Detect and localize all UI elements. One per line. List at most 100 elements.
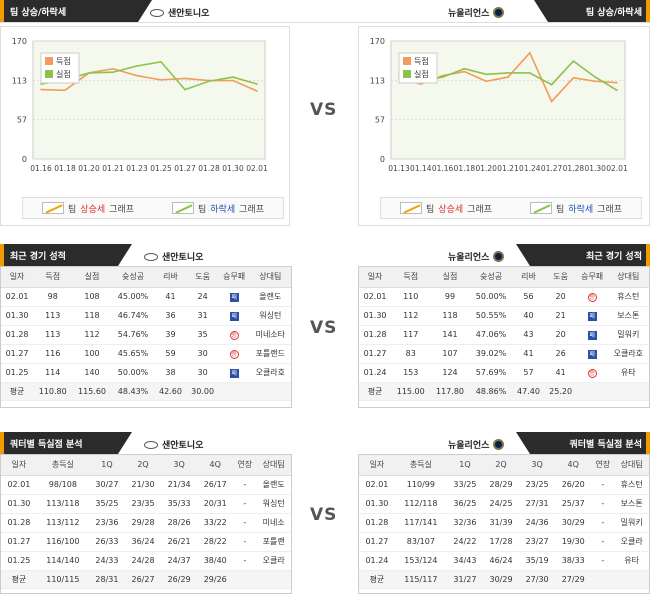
table-row: 01.30 113/118 35/25 23/35 35/33 20/31- 워싱턴 xyxy=(1,494,291,514)
x-tick-label: 01.21 xyxy=(497,164,519,173)
column-header: 일자 xyxy=(359,267,392,288)
data-point xyxy=(184,88,186,91)
column-header: 일자 xyxy=(1,455,37,476)
table-cell: 01.24 xyxy=(359,551,395,571)
table-cell: 28/26 xyxy=(161,513,198,533)
average-row: 평균 115.00 117.80 48.86% 47.40 25.20 xyxy=(359,382,649,401)
table-row: 01.27 83/107 24/22 17/28 23/27 19/30- 오클라 xyxy=(359,532,649,552)
trend-legend-right: 팀 상승세 그래프 팀 하락세 그래프 xyxy=(380,197,642,219)
average-row: 평균 115/117 31/27 30/29 27/30 27/29 xyxy=(359,570,649,589)
table-row: 01.27 83 107 39.02% 41 26 패 오클라호 xyxy=(359,344,649,364)
table-cell: 124 xyxy=(430,363,470,383)
table-row: 01.30 112 118 50.55% 40 21 패 보스톤 xyxy=(359,306,649,326)
table-cell: 21/34 xyxy=(161,475,198,495)
table-cell: 113/112 xyxy=(36,513,89,533)
table-cell: 01.27 xyxy=(359,344,392,364)
table-row: 02.01 110 99 50.00% 56 20 승 휴스턴 xyxy=(359,287,649,307)
table-cell: 28/31 xyxy=(88,570,125,589)
column-header: 승무패 xyxy=(576,267,608,288)
legend-down-suffix: 그래프 xyxy=(239,204,264,215)
table-cell: 24/22 xyxy=(446,532,483,552)
opponent-cell: 휴스턴 xyxy=(607,287,649,307)
header-accent xyxy=(646,432,650,454)
column-header: 리바 xyxy=(154,267,187,288)
table-cell: 27/29 xyxy=(555,570,592,589)
average-row: 평균 110.80 115.60 48.43% 42.60 30.00 xyxy=(1,382,291,401)
x-tick-label: 02.01 xyxy=(246,164,268,173)
table-cell: 29/26 xyxy=(197,570,234,589)
legend-up-suffix: 그래프 xyxy=(467,204,492,215)
table-cell: 보스톤 xyxy=(614,494,649,514)
table-cell: 26/20 xyxy=(555,475,592,495)
legend-label: 실점 xyxy=(414,69,429,79)
recent-table-right-grid: 일자 득점 실점 슛성공 리바 도움 승무패 상대팀 02.01 110 99 50.00% 56 20 승… xyxy=(359,267,649,401)
x-tick-label: 01.28 xyxy=(198,164,220,173)
y-tick-label: 170 xyxy=(12,37,27,46)
column-header: 리바 xyxy=(512,267,545,288)
table-row: 01.30 113 118 46.74% 36 31 패 워싱턴 xyxy=(1,306,291,326)
table-cell: 41 xyxy=(154,287,187,307)
table-cell: 50.00% xyxy=(111,363,155,383)
recent-team-right-name: 뉴올리언스 xyxy=(448,253,490,263)
table-cell: 01.24 xyxy=(359,363,392,383)
table-row: 02.01 98 108 45.00% 41 24 패 올랜도 xyxy=(1,287,291,307)
opponent-cell: 올랜도 xyxy=(249,287,291,307)
x-tick-label: 01.21 xyxy=(102,164,124,173)
table-cell: 01.27 xyxy=(1,532,37,552)
table-cell: 112 xyxy=(72,325,112,345)
table-cell: 24/37 xyxy=(161,551,198,571)
up-trend-icon xyxy=(400,202,423,214)
table-cell: 113 xyxy=(33,306,73,326)
table-cell: 38 xyxy=(154,363,187,383)
legend-down-word: 하락세 xyxy=(568,204,594,215)
table-cell: 01.28 xyxy=(1,325,34,345)
data-point xyxy=(441,76,444,78)
table-cell: - xyxy=(591,513,615,533)
x-tick-label: 01.13 xyxy=(388,164,410,173)
table-header-row: 일자 총득실 1Q 2Q 3Q 4Q 연장 상대팀 xyxy=(359,455,649,476)
table-cell: 23/36 xyxy=(88,513,125,533)
table-cell: 01.27 xyxy=(359,532,395,552)
data-point xyxy=(616,81,618,84)
data-point xyxy=(572,60,575,62)
data-point xyxy=(112,71,114,74)
x-tick-label: 01.24 xyxy=(519,164,541,173)
down-trend-icon xyxy=(530,202,553,214)
result-badge: 패 xyxy=(587,311,597,321)
trend-team-right-name: 뉴올리언스 xyxy=(448,9,490,19)
table-cell: 47.06% xyxy=(469,325,513,345)
table-cell: 116/100 xyxy=(36,532,89,552)
trend-header-left: 팀 상승/하락세 xyxy=(0,0,152,22)
quarter-team-right-name: 뉴올리언스 xyxy=(448,441,490,451)
trend-chart-left: 0 57 113 170 01.16 01.18 01.20 01.21 01.23 01.25 0… xyxy=(0,26,290,226)
vs-label-recent: VS xyxy=(310,318,338,338)
recent-header-left-label: 최근 경기 성적 xyxy=(10,251,66,262)
result-cell: 패 xyxy=(576,344,608,364)
column-header: 1Q xyxy=(88,455,125,476)
y-tick-label: 0 xyxy=(22,155,27,164)
table-cell: 20/31 xyxy=(197,494,234,514)
table-cell: 33/25 xyxy=(446,475,483,495)
quarter-header-right: 쿼터별 득실점 분석 xyxy=(516,432,650,454)
result-cell: 승 xyxy=(218,325,250,345)
table-cell: 01.30 xyxy=(359,306,392,326)
trend-header-left-label: 팀 상승/하락세 xyxy=(10,7,67,18)
result-cell: 승 xyxy=(576,287,608,307)
column-header: 총득실 xyxy=(394,455,447,476)
table-row: 01.24 153 124 57.69% 57 41 승 유타 xyxy=(359,363,649,383)
column-header: 득점 xyxy=(391,267,431,288)
result-cell: 승 xyxy=(576,363,608,383)
data-point xyxy=(256,90,258,92)
table-cell: 38/40 xyxy=(197,551,234,571)
table-cell xyxy=(218,382,250,401)
table-cell: 31 xyxy=(186,306,219,326)
result-cell: 승 xyxy=(218,344,250,364)
legend-swatch xyxy=(403,57,411,65)
legend-label: 득점 xyxy=(56,56,71,66)
table-cell xyxy=(591,570,615,589)
table-cell: 46/24 xyxy=(482,551,520,571)
table-cell: 26 xyxy=(544,344,577,364)
y-tick-label: 113 xyxy=(370,77,385,86)
table-cell: 30/27 xyxy=(88,475,125,495)
